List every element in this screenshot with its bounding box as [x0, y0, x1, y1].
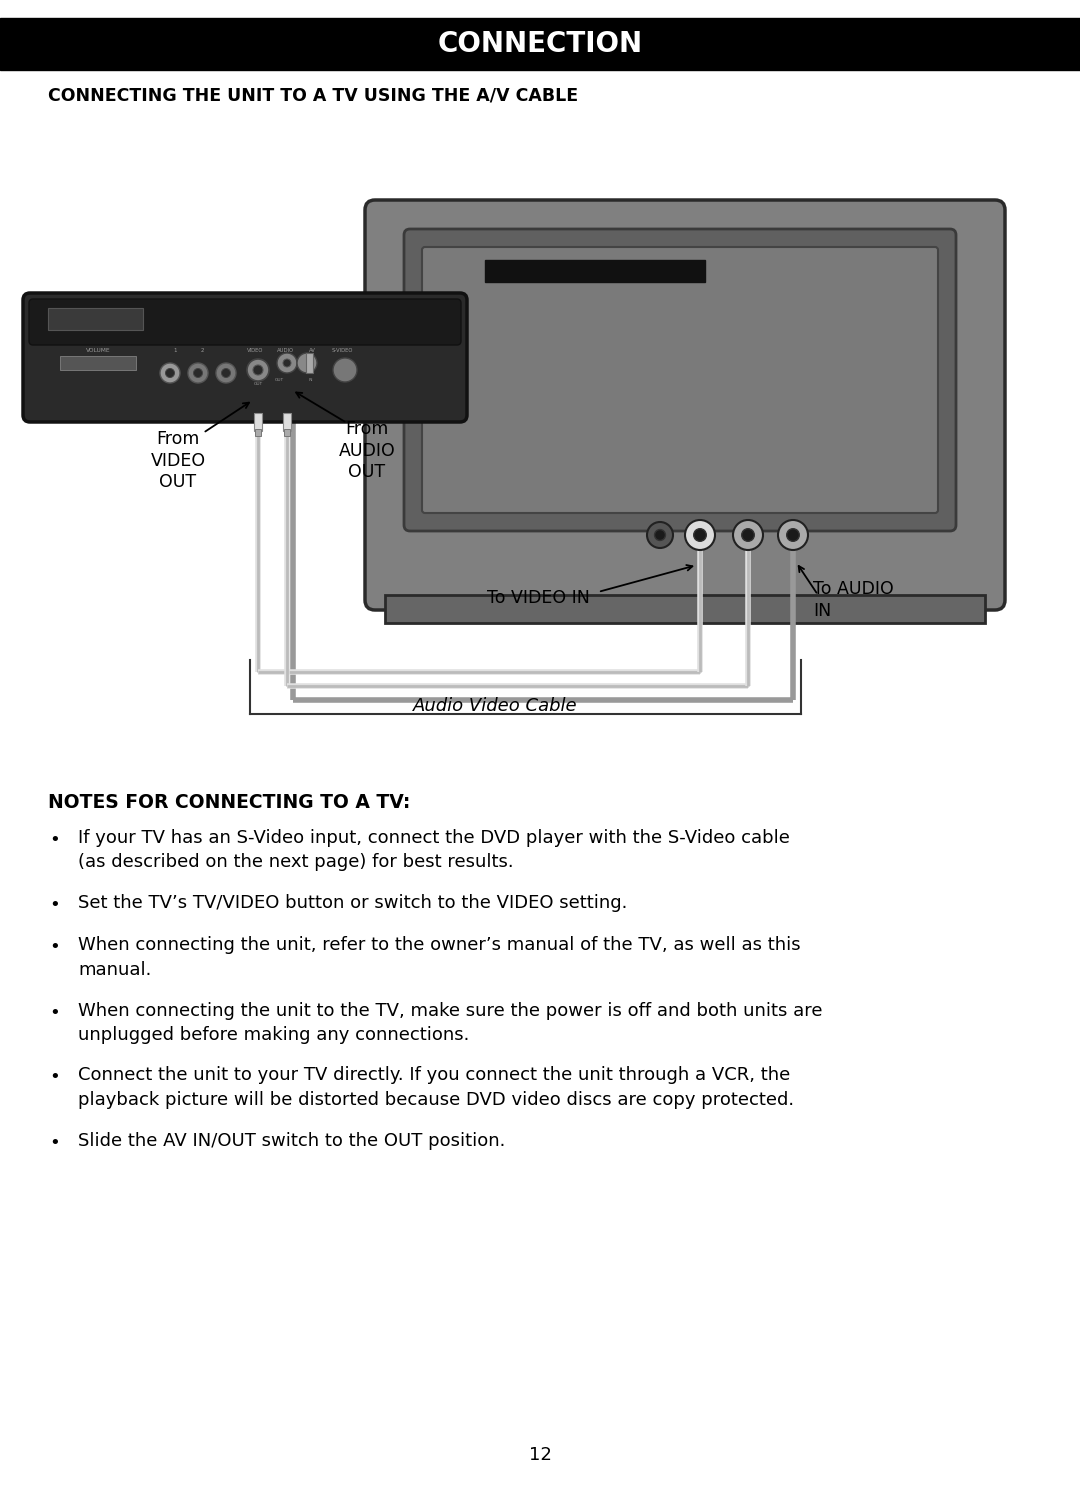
- Text: 12: 12: [528, 1446, 552, 1464]
- Circle shape: [193, 368, 203, 378]
- Text: CONNECTION: CONNECTION: [437, 30, 643, 58]
- Text: VIDEO: VIDEO: [247, 347, 264, 353]
- FancyBboxPatch shape: [422, 247, 939, 514]
- Circle shape: [188, 363, 208, 383]
- Text: •: •: [50, 831, 60, 849]
- Text: Audio Video Cable: Audio Video Cable: [414, 697, 578, 715]
- Circle shape: [247, 359, 269, 381]
- FancyBboxPatch shape: [404, 229, 956, 532]
- Circle shape: [253, 365, 264, 375]
- Bar: [485, 261, 705, 281]
- Circle shape: [165, 368, 175, 378]
- Circle shape: [693, 529, 706, 542]
- Circle shape: [786, 529, 799, 542]
- Text: Connect the unit to your TV directly. If you connect the unit through a VCR, the: Connect the unit to your TV directly. If…: [78, 1066, 794, 1109]
- Bar: [255, 429, 261, 436]
- Text: •: •: [50, 1069, 60, 1087]
- Bar: [283, 412, 291, 430]
- Circle shape: [160, 363, 180, 383]
- Text: AV: AV: [309, 347, 315, 353]
- FancyBboxPatch shape: [29, 299, 461, 345]
- Text: VOLUME: VOLUME: [85, 347, 110, 353]
- Text: •: •: [50, 1004, 60, 1021]
- Circle shape: [742, 529, 754, 542]
- Text: S-VIDEO: S-VIDEO: [332, 347, 353, 353]
- Text: AUDIO: AUDIO: [276, 347, 294, 353]
- Bar: [0, 18, 1080, 70]
- Bar: [284, 429, 291, 436]
- FancyBboxPatch shape: [365, 200, 1005, 610]
- Circle shape: [733, 520, 762, 549]
- Text: From
AUDIO
OUT: From AUDIO OUT: [339, 420, 395, 481]
- Text: When connecting the unit, refer to the owner’s manual of the TV, as well as this: When connecting the unit, refer to the o…: [78, 937, 800, 978]
- Circle shape: [647, 523, 673, 548]
- Text: Slide the AV IN/OUT switch to the OUT position.: Slide the AV IN/OUT switch to the OUT po…: [78, 1132, 505, 1150]
- Circle shape: [276, 353, 297, 374]
- Circle shape: [654, 530, 665, 541]
- FancyBboxPatch shape: [23, 293, 467, 421]
- Circle shape: [333, 357, 357, 383]
- Text: •: •: [50, 896, 60, 914]
- Text: OUT: OUT: [254, 383, 262, 386]
- Circle shape: [221, 368, 230, 378]
- Text: If your TV has an S-Video input, connect the DVD player with the S-Video cable
(: If your TV has an S-Video input, connect…: [78, 829, 789, 871]
- Text: OUT: OUT: [274, 378, 284, 383]
- Text: CONNECTING THE UNIT TO A TV USING THE A/V CABLE: CONNECTING THE UNIT TO A TV USING THE A/…: [48, 86, 578, 104]
- Bar: [60, 356, 136, 369]
- Circle shape: [297, 353, 318, 374]
- Text: Set the TV’s TV/VIDEO button or switch to the VIDEO setting.: Set the TV’s TV/VIDEO button or switch t…: [78, 893, 627, 911]
- Text: •: •: [50, 1133, 60, 1151]
- Text: NOTES FOR CONNECTING TO A TV:: NOTES FOR CONNECTING TO A TV:: [48, 794, 410, 812]
- Bar: [384, 596, 985, 622]
- Circle shape: [216, 363, 237, 383]
- Text: When connecting the unit to the TV, make sure the power is off and both units ar: When connecting the unit to the TV, make…: [78, 1002, 823, 1044]
- Circle shape: [778, 520, 808, 549]
- Bar: [306, 353, 313, 374]
- Text: 1: 1: [173, 347, 177, 353]
- Text: 2: 2: [200, 347, 204, 353]
- Text: To AUDIO
IN: To AUDIO IN: [813, 579, 894, 619]
- Text: IN: IN: [309, 378, 313, 383]
- Text: •: •: [50, 938, 60, 956]
- Bar: [254, 412, 262, 430]
- Text: From
VIDEO
OUT: From VIDEO OUT: [150, 430, 205, 491]
- Text: To VIDEO IN: To VIDEO IN: [487, 590, 590, 608]
- Circle shape: [283, 359, 291, 366]
- Circle shape: [685, 520, 715, 549]
- Bar: [48, 308, 143, 331]
